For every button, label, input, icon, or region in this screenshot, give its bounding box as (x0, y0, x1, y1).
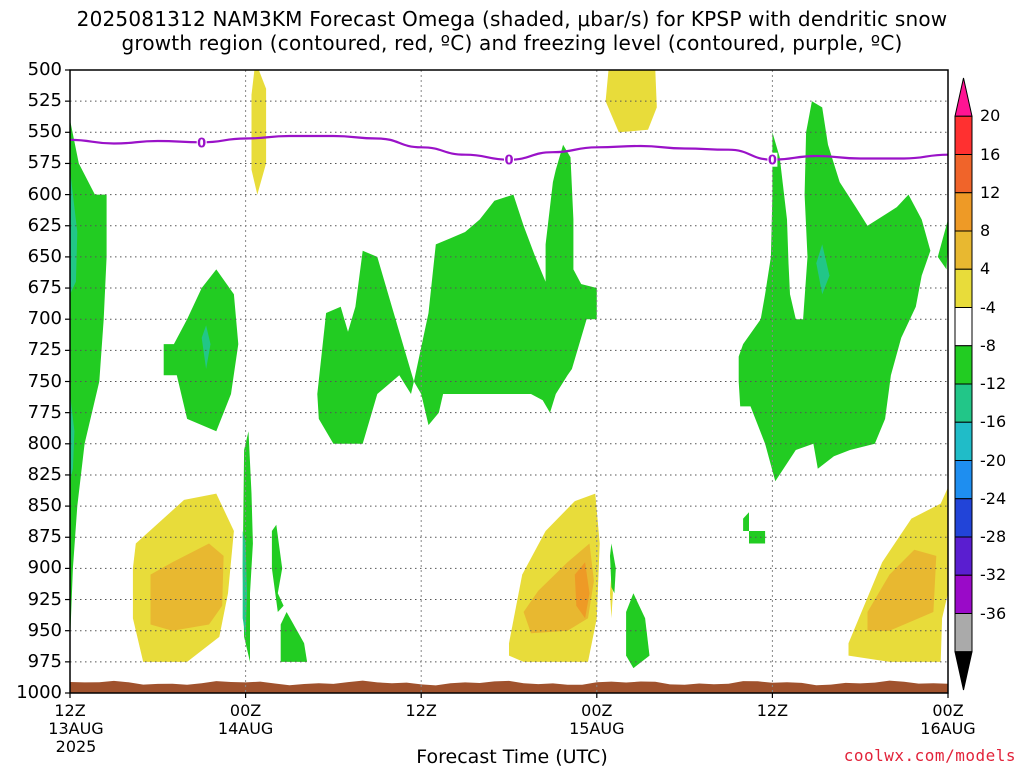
y-tick-label-525: 525 (27, 90, 62, 112)
omega-region-13 (271, 524, 284, 612)
colorbar-swatch-12 (954, 536, 973, 576)
omega-region-17 (571, 281, 597, 320)
y-tick-label-1000: 1000 (16, 682, 62, 703)
colorbar-swatch-0 (954, 77, 973, 117)
chart-title-line2: growth region (contoured, red, ºC) and f… (121, 31, 903, 55)
omega-region-0 (251, 70, 267, 195)
colorbar-swatch-4 (954, 230, 973, 270)
colorbar-label-12: -32 (980, 565, 1007, 585)
colorbar-label-2: 12 (980, 182, 1001, 202)
y-tick-label-500: 500 (27, 59, 62, 80)
x-tick-label-0-1: 12Z (54, 701, 86, 720)
freezing-level-label-0: 0 (197, 136, 206, 151)
colorbar-label-13: -36 (980, 603, 1007, 623)
colorbar-swatch-14 (954, 613, 973, 653)
colorbar-swatch-11 (954, 498, 973, 538)
x-tick-label-60-2: 16AUG (920, 719, 976, 738)
colorbar-swatch-10 (954, 460, 973, 500)
chart-title-line1: 2025081312 NAM3KM Forecast Omega (shaded… (76, 7, 948, 31)
freezing-level-label-1: 0 (504, 154, 513, 169)
y-tick-label-700: 700 (27, 308, 62, 330)
x-tick-label-48-1: 12Z (756, 701, 789, 720)
x-tick-label-12-1: 00Z (229, 701, 262, 720)
colorbar-swatch-7 (954, 345, 973, 385)
omega-region-25 (201, 325, 211, 369)
y-tick-label-675: 675 (27, 277, 62, 299)
freezing-level-contour: 0 0 0 (69, 134, 949, 169)
colorbar-label-8: -16 (980, 412, 1007, 432)
omega-region-23 (749, 531, 766, 544)
y-tick-label-725: 725 (27, 339, 62, 361)
colorbar-swatch-13 (954, 574, 973, 614)
y-tick-label-950: 950 (27, 619, 62, 641)
y-tick-label-600: 600 (27, 183, 62, 205)
y-tick-label-800: 800 (27, 432, 62, 454)
omega-region-24 (70, 169, 78, 295)
colorbar (954, 77, 973, 691)
colorbar-label-4: 4 (980, 259, 991, 279)
colorbar-swatch-9 (954, 421, 973, 461)
y-tick-label-575: 575 (27, 152, 62, 174)
colorbar-label-0: 20 (980, 106, 1001, 126)
colorbar-label-11: -28 (980, 527, 1007, 546)
x-tick-label-36-1: 00Z (581, 701, 613, 720)
y-tick-label-850: 850 (27, 495, 62, 517)
freezing-label-bg-2 (767, 152, 778, 167)
omega-region-20 (738, 101, 931, 482)
x-axis-label: Forecast Time (UTC) (416, 746, 608, 768)
colorbar-swatch-1 (954, 115, 973, 155)
x-tick-label-24-1: 12Z (405, 701, 437, 720)
colorbar-label-7: -12 (980, 374, 1007, 393)
x-tick-label-0-2: 13AUG (48, 719, 104, 738)
ground-fill (70, 680, 948, 693)
y-tick-label-625: 625 (27, 214, 62, 236)
colorbar-label-1: 16 (980, 144, 1001, 164)
colorbar-swatch-15 (954, 651, 973, 691)
omega-region-15 (317, 250, 414, 444)
y-tick-label-875: 875 (27, 526, 62, 548)
freezing-level-label-2: 0 (768, 154, 777, 169)
omega-region-16 (413, 144, 587, 426)
x-tick-label-60-1: 00Z (932, 701, 964, 720)
colorbar-label-9: -20 (980, 450, 1007, 470)
colorbar-swatch-8 (954, 383, 973, 423)
omega-region-8 (867, 549, 937, 631)
omega-region-27 (816, 244, 830, 295)
credit-link[interactable]: coolwx.com/models (843, 746, 1016, 765)
axis-ticks (65, 69, 949, 698)
x-tick-label-36-2: 15AUG (569, 719, 625, 738)
colorbar-label-10: -24 (980, 488, 1007, 508)
omega-region-14 (280, 612, 308, 662)
colorbar-label-5: -4 (980, 297, 996, 317)
y-tick-label-775: 775 (27, 401, 62, 423)
omega-region-6 (150, 543, 224, 631)
y-tick-label-900: 900 (27, 557, 62, 579)
freezing-label-bg-1 (504, 152, 514, 167)
omega-region-9 (574, 562, 590, 619)
ground-layer (70, 680, 948, 693)
y-tick-label-750: 750 (27, 370, 62, 392)
x-tick-label-12-2: 14AUG (217, 719, 274, 738)
omega-region-22 (743, 512, 749, 531)
omega-region-18 (610, 543, 616, 594)
omega-region-7 (523, 543, 594, 634)
colorbar-label-6: -8 (980, 335, 996, 355)
y-tick-label-825: 825 (27, 463, 62, 485)
y-tick-label-550: 550 (27, 121, 62, 143)
y-tick-label-650: 650 (27, 245, 62, 267)
colorbar-swatch-5 (954, 268, 973, 308)
omega-region-28 (70, 394, 75, 482)
freezing-label-bg-0 (196, 135, 207, 150)
colorbar-swatch-6 (954, 307, 973, 347)
omega-region-19 (626, 593, 650, 669)
colorbar-swatch-3 (954, 192, 973, 232)
omega-region-10 (70, 119, 107, 644)
colorbar-swatch-2 (954, 154, 973, 194)
colorbar-label-3: 8 (980, 221, 991, 240)
y-tick-label-975: 975 (27, 650, 62, 672)
y-tick-label-925: 925 (27, 588, 62, 610)
x-tick-label-0-3: 2025 (55, 737, 97, 756)
omega-region-21 (937, 219, 948, 270)
